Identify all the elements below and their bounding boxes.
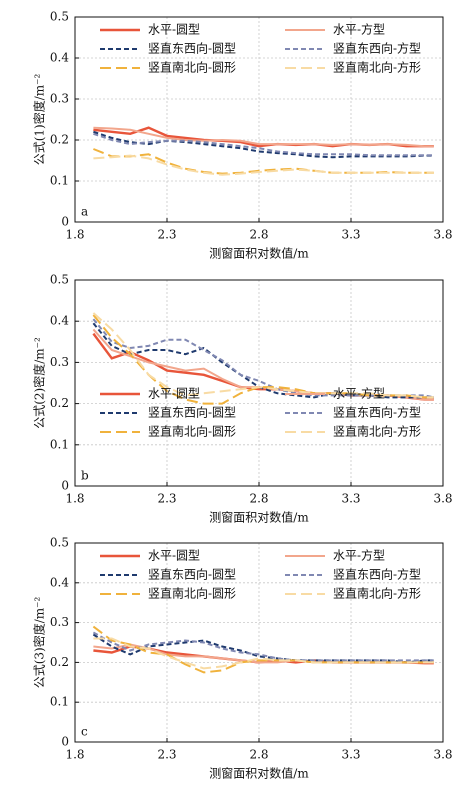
legend-label: 水平-圆型 (148, 387, 200, 401)
y-tick-label: 0.3 (50, 355, 69, 369)
x-tick-label: 1.8 (65, 228, 84, 242)
y-axis-label: 公式(2)密度/m⁻² (32, 337, 47, 429)
y-tick-label: 0 (61, 479, 69, 493)
legend-label: 竖直东西向-圆型 (148, 405, 236, 420)
x-tick-label: 3.3 (341, 492, 360, 506)
x-tick-label: 2.3 (157, 492, 176, 506)
data-line (92, 631, 434, 662)
y-tick-label: 0.1 (50, 437, 69, 451)
x-tick-label: 2.8 (249, 228, 268, 242)
y-tick-label: 0.1 (50, 695, 69, 709)
y-axis-label: 公式(1)密度/m⁻² (32, 74, 47, 166)
x-tick-label: 2.8 (249, 492, 268, 506)
x-tick-label: 1.8 (65, 748, 84, 762)
legend-label: 水平-方型 (333, 22, 385, 37)
legend-label: 水平-方型 (333, 386, 385, 401)
x-tick-label: 2.3 (157, 228, 176, 242)
y-tick-label: 0.2 (50, 133, 69, 147)
data-line (93, 130, 434, 159)
plot-frame (74, 16, 444, 223)
legend-label: 竖直南北向-圆形 (148, 424, 236, 439)
legend-label: 水平-圆型 (148, 549, 200, 563)
x-axis-label: 测窗面积对数值/m (209, 510, 309, 525)
x-tick-label: 3.3 (341, 228, 360, 242)
y-tick-label: 0.5 (50, 273, 69, 287)
y-tick-label: 0.1 (50, 174, 69, 188)
legend-label: 竖直南北向-方形 (333, 586, 421, 601)
y-tick-label: 0.4 (50, 575, 69, 589)
data-line (93, 154, 434, 176)
x-tick-label: 3.8 (433, 228, 452, 242)
plot-frame (74, 279, 444, 487)
legend-label: 竖直东西向-方型 (333, 567, 421, 582)
legend-label: 竖直南北向-方形 (333, 424, 421, 439)
data-line (93, 637, 434, 670)
legend-label: 水平-圆型 (148, 23, 200, 37)
data-line (92, 318, 435, 399)
data-line (93, 126, 434, 148)
legend-label: 竖直东西向-方型 (333, 405, 421, 420)
y-tick-label: 0.5 (50, 536, 69, 550)
y-tick-label: 0 (61, 215, 69, 229)
data-line (92, 322, 434, 399)
legend-label: 水平-方型 (333, 548, 385, 563)
y-tick-label: 0.3 (50, 615, 69, 629)
legend-label: 竖直南北向-方形 (333, 60, 421, 75)
x-tick-label: 1.8 (65, 492, 84, 506)
y-tick-label: 0.2 (50, 396, 69, 410)
legend-label: 竖直东西向-圆型 (148, 567, 236, 582)
data-line (92, 625, 434, 674)
y-tick-label: 0.4 (50, 314, 69, 328)
data-line (93, 132, 434, 157)
panel-label: b (81, 469, 89, 483)
legend-label: 竖直南北向-圆形 (148, 586, 236, 601)
x-tick-label: 3.8 (433, 492, 452, 506)
panel-label: a (81, 205, 88, 219)
x-axis-label: 测窗面积对数值/m (209, 766, 309, 781)
y-tick-label: 0.3 (50, 92, 69, 106)
data-line (92, 312, 434, 399)
x-tick-label: 2.8 (249, 748, 268, 762)
y-tick-label: 0.5 (50, 10, 69, 24)
y-axis-label: 公式(3)密度/m⁻² (32, 597, 47, 689)
x-axis-label: 测窗面积对数值/m (209, 246, 309, 261)
x-tick-label: 2.3 (157, 748, 176, 762)
plot-frame (74, 542, 444, 743)
legend-label: 竖直东西向-圆型 (148, 41, 236, 56)
legend-label: 竖直南北向-圆形 (148, 60, 236, 75)
y-tick-label: 0 (61, 735, 69, 749)
legend-label: 竖直东西向-方型 (333, 41, 421, 56)
y-tick-label: 0.2 (50, 655, 69, 669)
x-tick-label: 3.8 (433, 748, 452, 762)
x-tick-label: 3.3 (341, 748, 360, 762)
panel-label: c (81, 725, 88, 739)
y-tick-label: 0.4 (50, 51, 69, 65)
